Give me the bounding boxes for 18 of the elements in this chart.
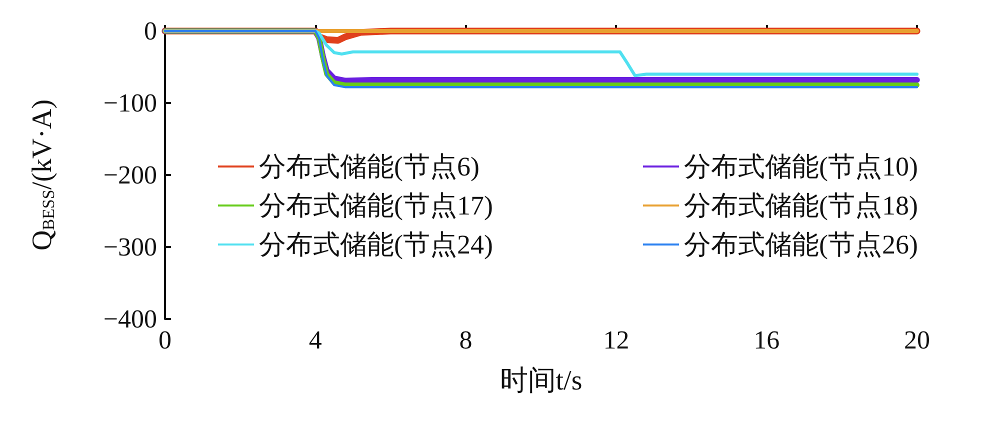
legend-label: 分布式储能(节点17)	[259, 190, 493, 220]
legend-label: 分布式储能(节点24)	[259, 230, 493, 260]
x-tick-label: 8	[459, 326, 472, 354]
y-tick-label: −100	[103, 88, 157, 118]
x-tick-label: 16	[754, 326, 780, 354]
y-axis-title: QBESS/(kV·A)	[27, 99, 58, 251]
y-tick-label: −400	[103, 304, 157, 334]
y-tick-label: −300	[103, 232, 157, 262]
y-tick-label: −200	[103, 160, 157, 190]
legend-label: 分布式储能(节点18)	[684, 190, 918, 220]
x-axis-title: 时间t/s	[500, 366, 582, 396]
legend-label: 分布式储能(节点6)	[259, 152, 480, 182]
x-tick-label: 12	[603, 326, 630, 354]
x-tick-label: 20	[904, 326, 930, 354]
legend-label: 分布式储能(节点26)	[684, 230, 918, 260]
x-tick-label: 4	[308, 326, 322, 354]
y-tick-label: 0	[144, 16, 157, 46]
legend-label: 分布式储能(节点10)	[684, 152, 918, 182]
